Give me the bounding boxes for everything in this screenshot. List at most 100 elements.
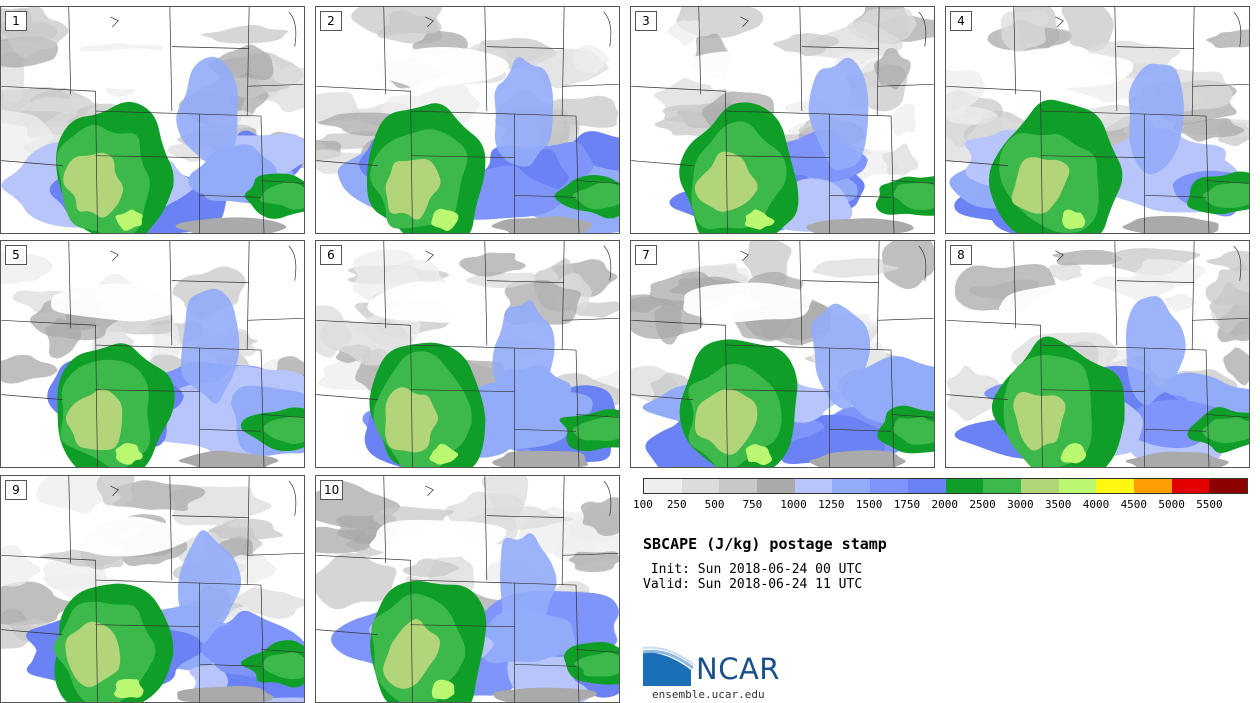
cape-map (946, 7, 1249, 233)
state-boundary (514, 194, 577, 198)
member-panel: 2 (315, 6, 620, 234)
great-lakes-outline (110, 485, 119, 497)
state-boundary (725, 389, 830, 393)
state-boundary (829, 428, 892, 432)
state-boundary (68, 476, 72, 564)
state-boundary (631, 394, 693, 400)
ncar-logo-icon (643, 646, 694, 686)
cape-contour-grey (1, 109, 57, 162)
cape-map (1, 241, 304, 467)
cape-contour-olive (65, 388, 123, 451)
state-boundary (246, 241, 250, 351)
state-boundary (316, 394, 378, 400)
state-boundary (410, 579, 515, 702)
cape-contour-green (263, 652, 304, 680)
colorbar-swatch-11 (1058, 479, 1097, 493)
cape-contour-grey (667, 20, 701, 46)
state-boundary (1013, 241, 1017, 329)
cape-contour-grey (1052, 249, 1124, 266)
valid-time: Valid: Sun 2018-06-24 11 UTC (643, 577, 863, 592)
state-boundary (316, 554, 413, 702)
cape-contour-blue (492, 300, 556, 408)
cape-clear-area (683, 282, 816, 322)
cape-contour-blue (180, 288, 240, 404)
cape-contour-green (260, 181, 304, 210)
cape-map (316, 7, 619, 233)
state-boundary (801, 280, 880, 283)
member-panel: 5 (0, 240, 305, 468)
cape-contour-blue (810, 303, 872, 410)
state-boundary (199, 347, 265, 467)
state-boundary (562, 317, 619, 321)
cape-contour-blue (477, 610, 577, 664)
coastline (1233, 245, 1242, 281)
state-boundary (725, 155, 830, 159)
state-boundary (95, 624, 200, 628)
cape-contour-lime (431, 208, 459, 231)
state-boundary (1, 85, 98, 233)
state-boundary (95, 155, 200, 159)
state-boundary (169, 241, 173, 346)
cape-contour-grey (772, 33, 842, 57)
cape-contour-olive (1013, 391, 1066, 451)
cape-contour-grey (402, 558, 462, 578)
state-boundary (1, 394, 63, 400)
cape-contour-grey (208, 518, 283, 540)
state-boundary (261, 180, 304, 184)
state-boundary (514, 663, 577, 667)
cape-contour-lime (1062, 209, 1086, 230)
state-boundary (829, 347, 895, 467)
state-boundary (68, 241, 72, 329)
state-boundary (631, 160, 693, 166)
state-boundary (199, 194, 262, 198)
cape-contour-blue (494, 56, 554, 167)
cape-contour-green (572, 416, 619, 442)
member-panel: 3 (630, 6, 935, 234)
init-time: Init: Sun 2018-06-24 00 UTC (643, 562, 863, 577)
state-boundary (316, 319, 413, 467)
coastline (288, 11, 297, 47)
cape-contour-grey (1164, 293, 1199, 312)
cape-contour-grey (316, 552, 397, 610)
cape-contour-olive (694, 151, 761, 212)
colorbar-swatch-7 (907, 479, 946, 493)
cape-contour-grey (806, 218, 915, 233)
state-boundary (876, 7, 880, 117)
colorbar-tick-label: 3000 (1007, 498, 1034, 511)
state-boundary (1, 319, 98, 467)
cape-contour-grey (1048, 262, 1082, 281)
state-boundary (514, 428, 577, 432)
state-boundary (799, 7, 803, 112)
cape-contour-blue (1125, 296, 1188, 406)
state-boundary (199, 113, 265, 233)
cape-contour-lime (1060, 443, 1087, 464)
state-boundary (631, 319, 728, 467)
cape-contour-grey (1205, 264, 1249, 307)
state-boundary (561, 476, 565, 586)
state-boundary (1206, 180, 1249, 184)
state-boundary (410, 389, 515, 393)
cape-contour-grey (1125, 451, 1231, 467)
great-lakes-outline (425, 250, 434, 262)
colorbar-swatch-10 (1020, 479, 1059, 493)
state-boundary (316, 629, 378, 635)
cape-contour-green (893, 417, 934, 445)
state-boundary (946, 85, 1043, 233)
cape-clear-area (54, 516, 194, 557)
state-boundary (316, 160, 378, 166)
state-boundary (876, 241, 880, 351)
member-panel: 6 (315, 240, 620, 468)
member-panel: 8 (945, 240, 1250, 468)
member-panel: 1 (0, 6, 305, 234)
cape-contour-green (263, 416, 304, 444)
cape-contour-grey (882, 241, 934, 290)
state-boundary (1144, 194, 1207, 198)
great-lakes-outline (425, 485, 434, 497)
state-boundary (829, 194, 892, 198)
state-boundary (486, 46, 565, 49)
cape-contour-lime (745, 444, 773, 466)
member-number-label: 4 (950, 11, 972, 31)
colorbar-swatch-4 (794, 479, 833, 493)
state-boundary (514, 582, 580, 702)
coastline (603, 11, 612, 47)
